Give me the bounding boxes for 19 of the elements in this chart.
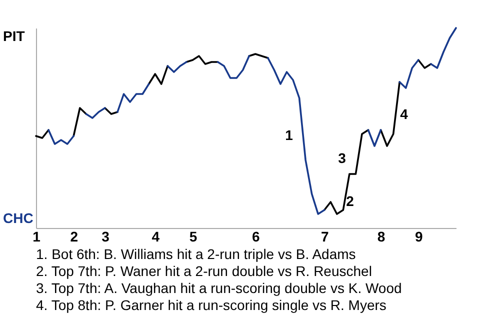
x-tick-label: 7 — [320, 228, 329, 244]
x-tick-label: 4 — [152, 228, 160, 244]
text: 2. Top 7th: P. Waner hit a 2-run double vs R. Reuschel — [36, 263, 372, 279]
x-tick-label: 1 — [32, 228, 41, 244]
x-tick-label: 9 — [414, 228, 423, 244]
annotation: 1 — [285, 127, 294, 143]
text: PIT — [3, 28, 26, 44]
x-tick-label: 2 — [70, 228, 78, 244]
text: CHC — [3, 210, 34, 226]
x-tick-label: 6 — [252, 228, 260, 244]
annotation: 3 — [338, 150, 346, 166]
annotation: 4 — [400, 106, 408, 122]
text: 3. Top 7th: A. Vaughan hit a run-scoring double vs K. Wood — [36, 280, 402, 296]
x-tick-label: 3 — [102, 228, 110, 244]
x-tick-label: 8 — [377, 228, 386, 244]
text: 4. Top 8th: P. Garner hit a run-scoring single vs R. Myers — [36, 297, 386, 313]
x-tick-label: 5 — [189, 228, 198, 244]
text: 1. Bot 6th: B. Williams hit a 2-run triple vs B. Adams — [36, 246, 356, 262]
annotation: 2 — [346, 193, 354, 209]
